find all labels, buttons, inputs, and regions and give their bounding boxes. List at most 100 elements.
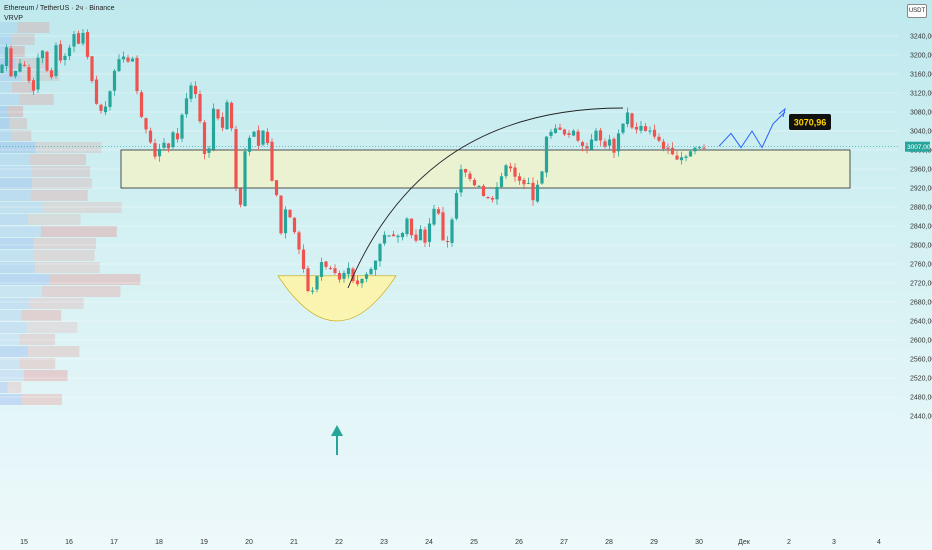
volume-bar: [9, 118, 28, 129]
up-arrow-icon: [331, 425, 343, 455]
candle: [405, 217, 409, 237]
candle-body: [193, 85, 198, 95]
candle-body: [463, 169, 468, 173]
candle: [414, 229, 418, 243]
support-zone: [120, 149, 851, 189]
candle: [18, 58, 22, 73]
candle: [499, 172, 504, 188]
candle: [81, 29, 85, 46]
candle: [310, 287, 315, 295]
candle-body: [612, 138, 616, 153]
volume-bar: [8, 106, 24, 117]
candle: [270, 138, 274, 182]
price-tick-label: 3120,00: [910, 91, 932, 98]
rounding-arc: [347, 107, 624, 289]
candle: [630, 112, 634, 130]
time-tick-label: 4: [877, 539, 881, 546]
volume-bar: [17, 22, 50, 33]
candle: [702, 144, 706, 149]
candle-body: [328, 268, 333, 270]
candle-body: [211, 108, 216, 150]
candle: [679, 151, 684, 165]
candle-body: [648, 130, 652, 132]
candle-body: [625, 112, 630, 124]
candle-body: [504, 165, 508, 177]
candle: [121, 51, 126, 63]
candle: [495, 182, 499, 205]
candle: [148, 127, 153, 144]
candle: [378, 242, 382, 267]
candle: [27, 64, 31, 84]
candle-body: [526, 183, 531, 185]
price-tick-label: 2640,00: [910, 319, 932, 326]
symbol-title[interactable]: Ethereum / TetherUS · 2ч · Binance: [4, 5, 115, 12]
candle: [180, 113, 184, 142]
candle-body: [535, 184, 540, 202]
price-tick-label: 2880,00: [910, 205, 932, 212]
candle: [607, 134, 612, 150]
candle: [643, 122, 648, 132]
candle-body: [319, 262, 324, 277]
currency-badge[interactable]: USDT: [907, 4, 927, 18]
price-callout-box: [789, 114, 831, 130]
candle-body: [0, 64, 4, 73]
candle-body: [292, 217, 297, 233]
candle-body: [445, 241, 450, 242]
candle-body: [45, 51, 49, 71]
time-axis[interactable]: 15 16 17 18 19 20 21 22 23 24 25 26 27 28 29 30 Дек 2 3 4: [20, 539, 881, 546]
candle-body: [337, 273, 342, 280]
candle-body: [22, 64, 27, 67]
volume-bar: [0, 370, 24, 381]
candle-body: [616, 133, 621, 152]
candle-body: [621, 123, 625, 133]
candle-body: [153, 143, 157, 157]
candle-body: [31, 80, 36, 91]
candle-body: [576, 131, 580, 141]
candle: [126, 54, 130, 63]
candle: [418, 225, 423, 241]
price-tick-label: 2720,00: [910, 281, 932, 288]
candle-body: [198, 94, 202, 122]
candle: [549, 129, 553, 139]
candle-body: [562, 129, 567, 135]
candle-body: [135, 57, 139, 92]
candle: [400, 231, 405, 241]
price-tick-label: 2960,00: [910, 167, 932, 174]
candle-body: [306, 268, 310, 291]
candle: [535, 180, 540, 203]
candle: [652, 124, 657, 139]
candle-body: [684, 156, 688, 158]
candle-body: [9, 48, 13, 77]
volume-bar: [15, 58, 45, 69]
candle-body: [171, 132, 175, 147]
candle-body: [477, 185, 481, 187]
candle-body: [324, 261, 328, 267]
projection-path: [718, 111, 786, 149]
volume-bar: [0, 202, 43, 213]
volume-bar: [12, 34, 35, 45]
volume-bar: [19, 358, 56, 369]
price-tick-label: 3080,00: [910, 110, 932, 117]
candle: [31, 77, 36, 95]
candle: [517, 173, 522, 185]
candle-body: [486, 196, 490, 199]
price-axis[interactable]: 3240,00 3200,00 3160,00 3120,00 3080,00 3040,…: [905, 34, 932, 421]
candle: [670, 142, 675, 156]
candle: [292, 217, 297, 234]
candle: [621, 123, 625, 135]
candle-body: [162, 142, 166, 148]
candle-body: [108, 91, 112, 107]
candle-body: [459, 169, 463, 193]
indicator-label[interactable]: VRVP: [4, 15, 23, 22]
current-price-badge-bg: [905, 141, 930, 152]
candle: [189, 82, 193, 103]
candle-body: [387, 235, 391, 237]
volume-bar: [19, 334, 56, 345]
price-tick-label: 2760,00: [910, 262, 932, 269]
candle-body: [243, 151, 247, 207]
candle: [562, 128, 567, 137]
volume-bar: [49, 274, 141, 285]
current-price-badge-text: 3007,00: [907, 144, 931, 151]
